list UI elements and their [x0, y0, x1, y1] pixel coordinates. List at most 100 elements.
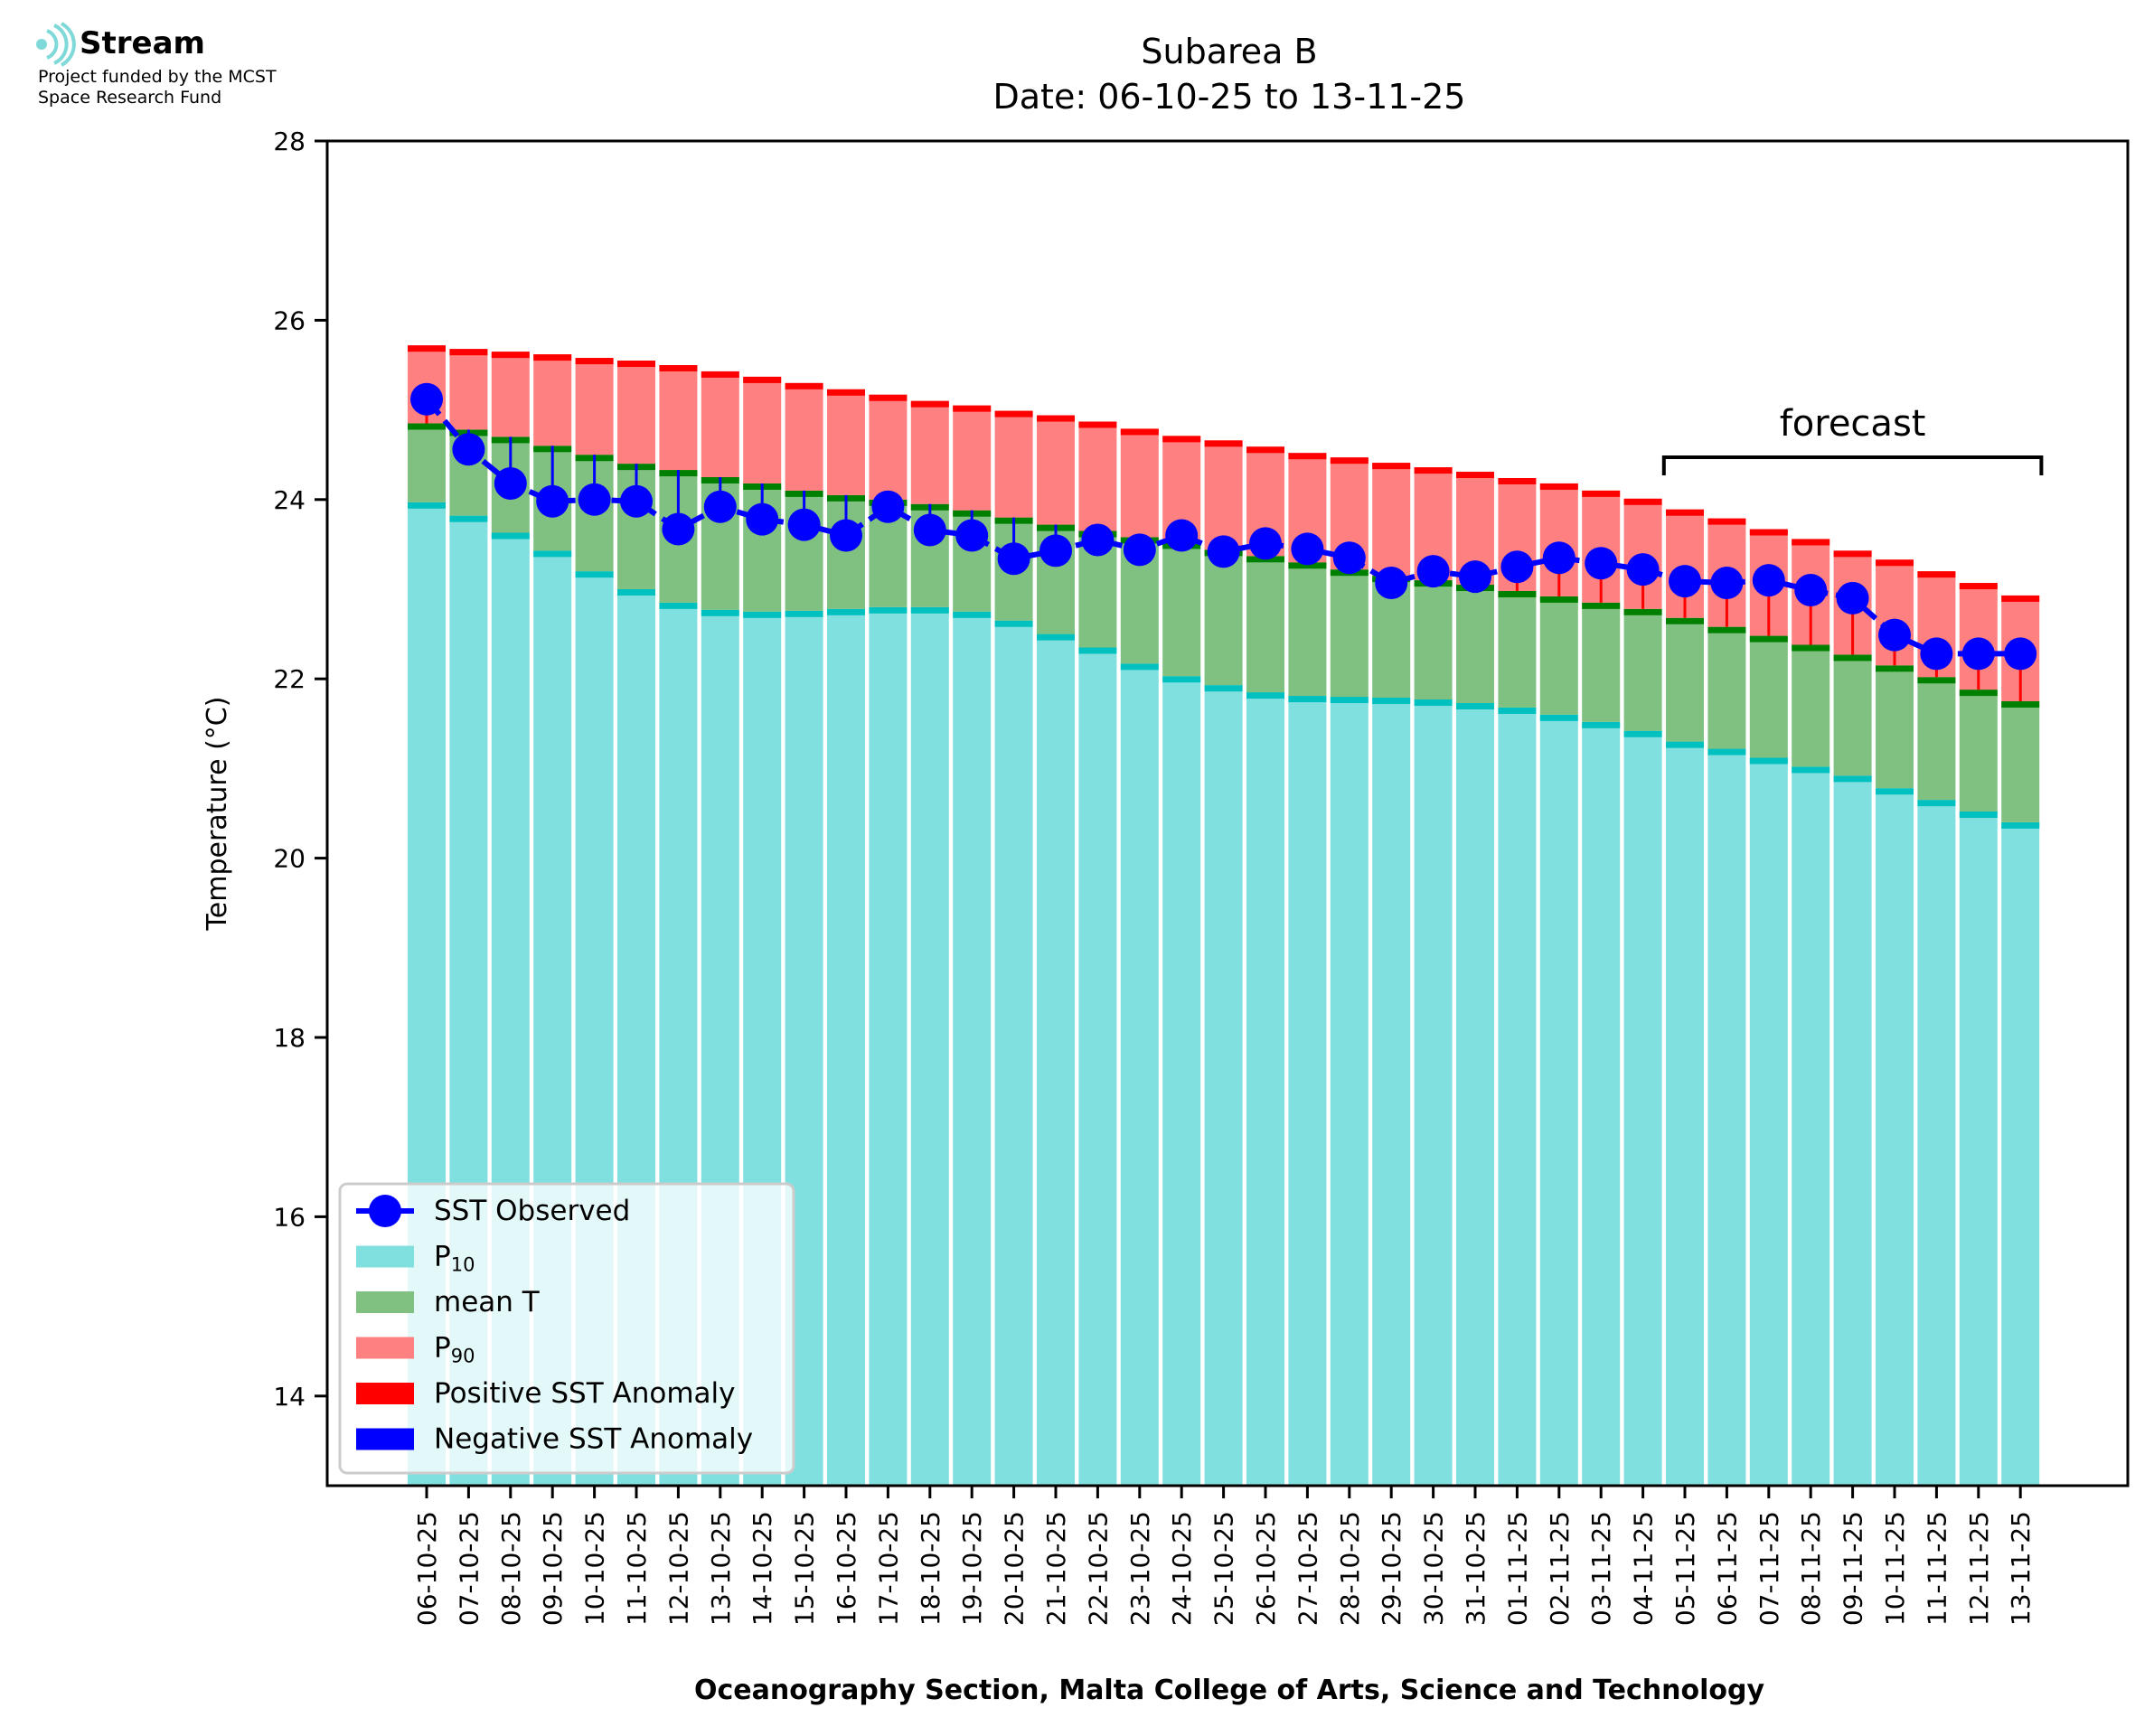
sst-observed-point [662, 512, 695, 546]
p10-bar [1666, 741, 1704, 1486]
p10-bar-cap [1246, 692, 1284, 699]
y-tick-label: 28 [273, 127, 306, 156]
mean-bar-cap [1749, 635, 1788, 643]
p10-bar [827, 608, 865, 1486]
p10-bar-cap [1372, 698, 1411, 705]
p10-bar-cap [449, 515, 488, 522]
logo-caption-line1: Project funded by the MCST [38, 67, 277, 87]
p10-bar-cap [701, 609, 739, 616]
p90-bar-cap [1162, 436, 1201, 443]
p10-bar [1498, 707, 1537, 1486]
x-tick-label: 12-11-25 [1964, 1511, 1994, 1626]
p90-bar [659, 365, 698, 471]
x-tick-label: 06-10-25 [412, 1511, 442, 1626]
p90-bar [869, 394, 908, 500]
x-tick-label: 29-10-25 [1377, 1511, 1406, 1626]
p10-bar-cap [1330, 697, 1369, 704]
sst-observed-point [1920, 637, 1953, 671]
axes: 14 16 18 20 22 24 26 28 06-10-25 07-10-25 08-10-25… [273, 127, 2036, 1626]
x-tick-label: 13-11-25 [2006, 1511, 2036, 1626]
x-tick-label: 05-11-25 [1670, 1511, 1700, 1626]
y-tick-label: 26 [273, 305, 306, 335]
p10-bar-cap [1623, 730, 1662, 737]
p90-bar-cap [1623, 498, 1662, 505]
x-tick-label: 15-10-25 [790, 1511, 820, 1626]
p10-bar [1959, 812, 1998, 1486]
sst-observed-point [997, 542, 1030, 576]
p10-bar [1414, 699, 1453, 1486]
x-tick-label: 11-10-25 [622, 1511, 652, 1626]
x-tick-label: 30-10-25 [1419, 1511, 1449, 1626]
mean-bar [1623, 608, 1662, 731]
sst-observed-point [1165, 519, 1199, 552]
y-tick-label: 16 [273, 1202, 306, 1232]
x-tick-label: 23-10-25 [1125, 1511, 1155, 1626]
p90-bar [701, 371, 739, 477]
p90-bar-cap [953, 405, 992, 412]
x-tick-label: 06-11-25 [1712, 1511, 1742, 1626]
p90-bar-cap [994, 410, 1033, 418]
p10-bar [1456, 702, 1494, 1486]
mean-bar [1959, 690, 1998, 812]
p90-bar [617, 361, 655, 464]
mean-bar-cap [1917, 677, 1956, 684]
p10-bar-cap [2001, 821, 2040, 829]
legend-label: SST Observed [434, 1195, 630, 1227]
p10-bar-cap [617, 589, 655, 596]
mean-bar [1876, 665, 1914, 789]
sst-observed-point [1961, 637, 1995, 671]
mean-bar-cap [1288, 562, 1327, 569]
forecast-label: forecast [1780, 403, 1926, 445]
x-tick-label: 31-10-25 [1461, 1511, 1491, 1626]
p10-bar [994, 620, 1033, 1486]
mean-bar-cap [408, 423, 446, 430]
sst-observed-point [1669, 565, 1701, 598]
y-tick-label: 18 [273, 1023, 306, 1053]
mean-bar-cap [1876, 665, 1914, 672]
p90-bar [575, 358, 614, 455]
p10-bar-cap [408, 502, 446, 509]
sst-observed-point [1291, 532, 1324, 566]
legend-label: mean T [434, 1286, 541, 1318]
p10-bar [1120, 663, 1159, 1486]
p90-bar-cap [1792, 539, 1830, 546]
p10-bar [1288, 696, 1327, 1486]
p10-bar-cap [1917, 800, 1956, 807]
p10-bar [1162, 676, 1201, 1486]
x-tick-label: 21-10-25 [1041, 1511, 1071, 1626]
sst-observed-point [746, 502, 779, 536]
mean-bar-cap [1959, 690, 1998, 697]
p10-bar-cap [827, 608, 865, 615]
p90-bar-cap [1876, 559, 1914, 567]
mean-bar [1833, 654, 1872, 776]
p10-bar-cap [1162, 676, 1201, 683]
sst-observed-point [871, 490, 905, 523]
p90-bar-cap [910, 400, 949, 408]
forecast-annotation: forecast [1661, 403, 2044, 475]
p90-bar [994, 410, 1033, 518]
p90-bar-cap [408, 345, 446, 352]
legend-swatch [356, 1428, 414, 1450]
sst-observed-point [830, 519, 862, 552]
x-tick-label: 11-11-25 [1922, 1511, 1952, 1626]
sst-observed-point [703, 490, 737, 523]
mean-bar [1456, 585, 1494, 703]
p90-bar-cap [1539, 483, 1578, 490]
p90-bar-cap [701, 371, 739, 378]
sst-observed-point [494, 466, 527, 500]
p90-bar-cap [827, 389, 865, 396]
p90-bar [491, 352, 530, 437]
x-tick-label: 07-11-25 [1754, 1511, 1784, 1626]
p10-bar [1539, 714, 1578, 1486]
p90-bar [743, 376, 782, 483]
p10-bar-cap [910, 606, 949, 614]
p90-bar-cap [533, 354, 572, 361]
sst-observed-point [578, 483, 611, 516]
p10-bar-cap [575, 571, 614, 578]
p90-bar-cap [1120, 428, 1159, 436]
p10-bar-cap [1666, 741, 1704, 748]
sst-observed-point [1585, 547, 1618, 580]
p90-bar-cap [1288, 453, 1327, 460]
mean-bar [1792, 644, 1830, 767]
